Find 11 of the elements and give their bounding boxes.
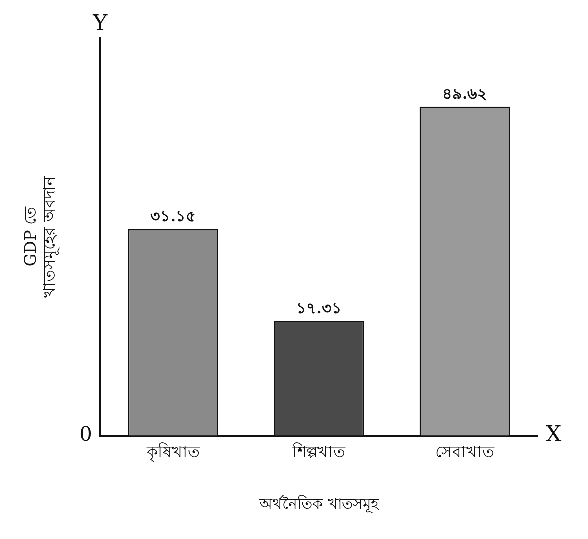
y-axis-title: GDP তে খাতসমূহের অবদান <box>20 176 60 298</box>
text: X <box>546 422 562 448</box>
text: Y <box>92 12 108 37</box>
text: 0 <box>80 422 92 446</box>
data-label: ১৭.৩১ <box>296 299 342 318</box>
x-tick-label: শিল্পখাত <box>292 442 347 462</box>
x-axis-title: অর্থনৈতিক খাতসমূহ <box>258 494 380 514</box>
data-label: ৩১.১৫ <box>150 208 196 226</box>
x-tick-label: সেবাখাত <box>436 442 496 462</box>
data-label: ৪৯.৬২ <box>442 85 488 104</box>
x-tick-label: কৃষিখাত <box>146 442 201 463</box>
